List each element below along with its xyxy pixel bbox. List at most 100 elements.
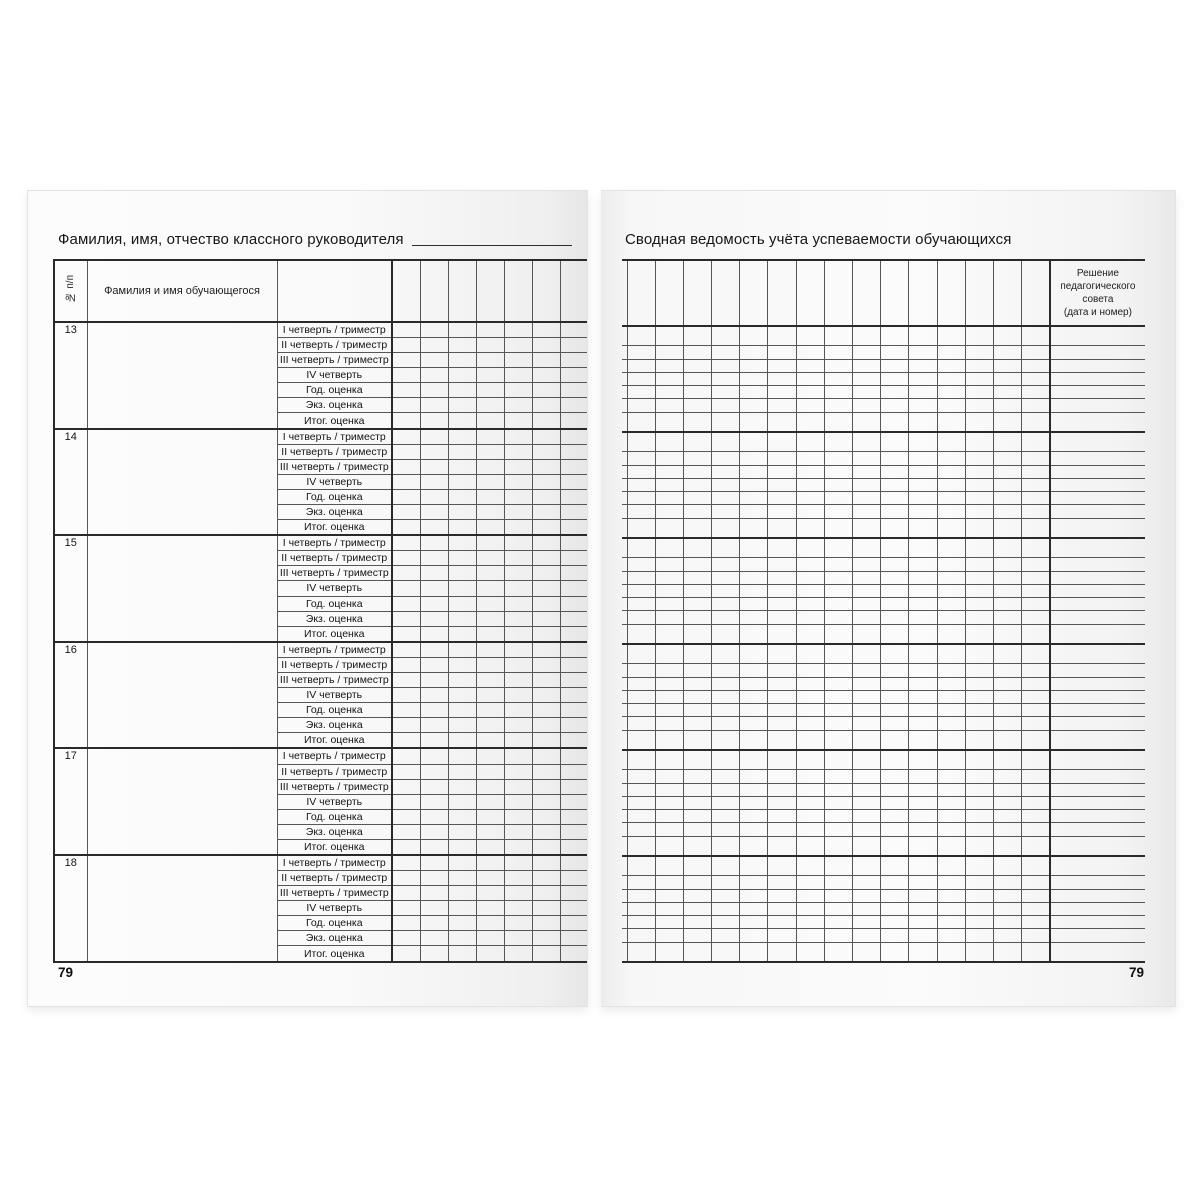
grade-cell <box>1021 677 1051 691</box>
grade-cell <box>908 915 938 930</box>
grade-cell <box>993 942 1023 963</box>
grade-cell <box>767 836 797 857</box>
grade-cell <box>711 372 741 387</box>
grade-cell <box>908 796 938 811</box>
grade-cell <box>504 717 533 734</box>
grade-cell <box>824 412 854 433</box>
grade-cell <box>739 359 769 373</box>
grade-cell <box>683 889 713 903</box>
grade-cell <box>711 465 741 479</box>
grade-cell-open <box>560 337 587 354</box>
grade-cell <box>937 822 966 837</box>
grade-cell <box>504 732 533 749</box>
grade-cell <box>476 839 505 856</box>
grade-cell <box>627 902 656 917</box>
grade-cell <box>880 610 910 625</box>
grade-cell <box>476 444 505 460</box>
grade-cell <box>655 624 684 645</box>
grade-cell <box>391 885 421 902</box>
grade-cell <box>711 730 741 751</box>
grade-cell <box>739 822 769 837</box>
grade-cell <box>476 459 505 475</box>
grade-row: II четверть / триместр <box>54 444 587 460</box>
grade-cell <box>476 764 505 780</box>
grade-cell <box>683 942 713 963</box>
stub-cell <box>622 431 628 453</box>
grade-cell <box>532 900 561 917</box>
grade-cell <box>1021 889 1051 903</box>
grade-cell <box>391 382 421 399</box>
grade-cell <box>504 824 533 840</box>
grade-cell <box>880 902 910 917</box>
grade-cell <box>739 610 769 625</box>
grade-cell <box>504 611 533 627</box>
grade-cell <box>627 584 656 599</box>
grade-row: II четверть / триместр <box>54 764 587 780</box>
grade-cell <box>880 690 910 705</box>
grade-cell <box>476 611 505 627</box>
grade-cell-open <box>560 534 587 552</box>
grade-cell <box>852 749 882 771</box>
period-label-cell: Год. оценка <box>277 915 393 932</box>
grade-cell <box>448 900 477 917</box>
grade-cell <box>739 465 769 479</box>
grade-cell <box>683 624 713 645</box>
grade-cell <box>627 491 656 506</box>
grade-cell <box>908 809 938 824</box>
grade-cell <box>880 465 910 479</box>
grade-cell <box>476 626 505 643</box>
grade-cell <box>655 465 684 479</box>
grade-cell <box>908 491 938 506</box>
grade-cell <box>824 478 854 493</box>
grade-cell <box>824 942 854 963</box>
grade-cell <box>627 796 656 811</box>
grade-cell-open <box>560 367 587 384</box>
grade-cell <box>965 809 994 824</box>
grade-cell <box>683 915 713 930</box>
grade-row <box>622 504 1145 519</box>
grade-cell <box>448 945 477 963</box>
decision-cell <box>1048 537 1145 559</box>
decision-cell <box>1048 491 1145 506</box>
grade-cell <box>767 398 797 413</box>
grade-cell <box>767 610 797 625</box>
grade-cell <box>880 537 910 559</box>
grade-cell <box>937 749 966 771</box>
grade-cell <box>1021 571 1051 585</box>
grade-cell <box>655 345 684 360</box>
grade-cell <box>796 915 825 930</box>
grade-cell <box>796 557 825 572</box>
grade-cell <box>937 889 966 903</box>
grade-cell <box>504 839 533 856</box>
grade-cell <box>824 663 854 678</box>
grade-cell <box>391 640 421 658</box>
grade-cell-open <box>560 764 587 780</box>
grade-cell <box>739 398 769 413</box>
grade-cell <box>476 367 505 384</box>
grade-row <box>622 431 1145 453</box>
grade-cell <box>739 889 769 903</box>
grade-cell <box>627 504 656 519</box>
col-header-grade <box>739 260 769 327</box>
grade-cell <box>739 942 769 963</box>
grade-cell <box>683 398 713 413</box>
grade-cell <box>880 325 910 347</box>
grade-cell <box>655 677 684 691</box>
grade-cell <box>852 716 882 731</box>
grade-cell <box>532 321 561 339</box>
grade-cell <box>476 870 505 887</box>
grade-cell <box>965 557 994 572</box>
decision-cell <box>1048 875 1145 890</box>
grade-cell <box>852 451 882 466</box>
grade-cell <box>965 749 994 771</box>
grade-cell <box>993 749 1023 771</box>
grade-cell <box>711 915 741 930</box>
right-page-title: Сводная ведомость учёта успеваемости обу… <box>625 231 1155 248</box>
grade-cell <box>965 902 994 917</box>
grade-cell <box>683 359 713 373</box>
grade-cell <box>937 690 966 705</box>
grade-cell <box>852 809 882 824</box>
grade-row <box>622 465 1145 479</box>
grade-cell <box>965 928 994 943</box>
grade-cell <box>965 518 994 539</box>
